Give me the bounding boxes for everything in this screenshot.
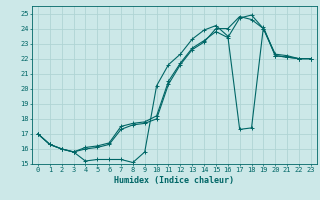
- X-axis label: Humidex (Indice chaleur): Humidex (Indice chaleur): [115, 176, 234, 185]
